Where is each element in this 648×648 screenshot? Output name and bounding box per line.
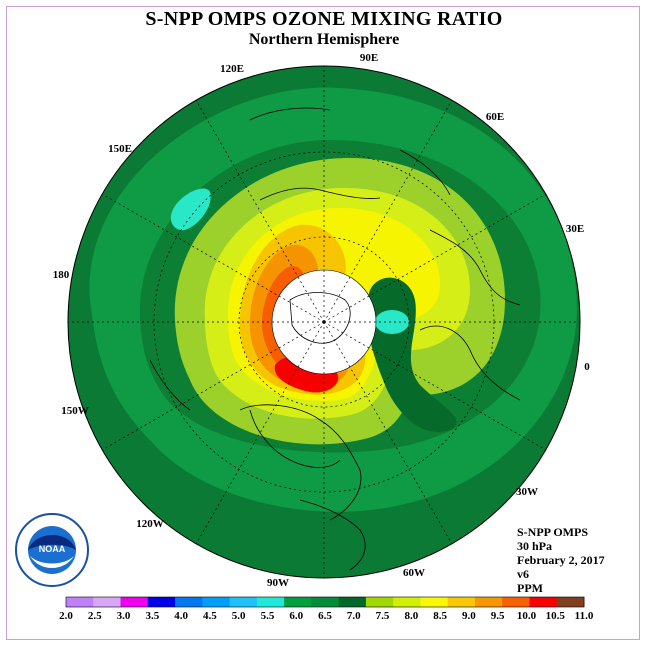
- cyan-patch-east: [375, 310, 409, 334]
- colorbar-tick-label: 10.5: [546, 610, 566, 622]
- lon-label-120w: 120W: [136, 518, 164, 530]
- colorbar-swatch: [66, 597, 94, 607]
- colorbar-tick-label: 6.5: [318, 610, 332, 622]
- colorbar-tick-label: 3.5: [145, 610, 159, 622]
- info-level: 30 hPa: [517, 539, 553, 553]
- colorbar-tick-label: 7.5: [376, 610, 390, 622]
- colorbar-swatch: [556, 597, 585, 607]
- lon-label-150e: 150E: [108, 143, 132, 155]
- colorbar-swatch: [256, 597, 285, 607]
- colorbar: 2.0 2.5 3.0 3.5 4.0 4.5 5.0 5.5 6.0 6.5 7.0 7.5 8.0 8…: [59, 596, 594, 622]
- colorbar-tick-label: 5.5: [261, 610, 275, 622]
- colorbar-tick-label: 7.0: [347, 610, 361, 622]
- colorbar-swatch: [338, 597, 367, 607]
- colorbar-tick-label: 2.5: [88, 610, 102, 622]
- map-subtitle: Northern Hemisphere: [248, 31, 400, 48]
- lon-label-180: 180: [53, 269, 70, 281]
- colorbar-swatch: [120, 597, 149, 607]
- colorbar-tick-label: 3.0: [117, 610, 131, 622]
- colorbar-tick-label: 9.5: [491, 610, 505, 622]
- lon-label-120e: 120E: [220, 63, 244, 75]
- lon-label-0: 0: [584, 361, 590, 373]
- colorbar-border: [65, 596, 585, 608]
- colorbar-tick-label: 10.0: [517, 610, 537, 622]
- colorbar-swatch: [284, 597, 312, 607]
- cyan-patch-west: [170, 188, 211, 231]
- noaa-logo: NOAA: [15, 513, 89, 587]
- colorbar-swatch: [229, 597, 258, 607]
- info-units: PPM: [517, 581, 543, 595]
- lon-label-150w: 150W: [61, 405, 89, 417]
- info-block: S-NPP OMPS 30 hPa February 2, 2017 v6 PP…: [517, 525, 605, 595]
- colorbar-swatch: [311, 597, 340, 607]
- colorbar-tick-label: 4.0: [174, 610, 188, 622]
- colorbar-swatch: [93, 597, 122, 607]
- lon-label-30e: 30E: [566, 223, 584, 235]
- longitude-labels: 90E 60E 30E 0 30W 60W 90W 120W 150W 180 …: [53, 52, 591, 589]
- colorbar-tick-label: 4.5: [203, 610, 217, 622]
- colorbar-swatch: [175, 597, 203, 607]
- map-title: S-NPP OMPS OZONE MIXING RATIO: [145, 8, 503, 30]
- lon-label-60e: 60E: [486, 111, 504, 123]
- colorbar-tick-label: 2.0: [59, 610, 73, 622]
- colorbar-swatch: [420, 597, 449, 607]
- colorbar-swatch: [365, 597, 394, 607]
- colorbar-tick-label: 6.0: [289, 610, 303, 622]
- info-instrument: S-NPP OMPS: [517, 525, 588, 539]
- info-version: v6: [517, 567, 529, 581]
- colorbar-tick-label: 8.0: [404, 610, 418, 622]
- lon-label-90e: 90E: [360, 52, 378, 64]
- colorbar-swatch: [202, 597, 231, 607]
- colorbar-swatch: [529, 597, 558, 607]
- noaa-logo-text: NOAA: [39, 544, 66, 554]
- parallels: [153, 151, 495, 493]
- info-date: February 2, 2017: [517, 553, 605, 567]
- colorbar-tick-label: 9.0: [462, 610, 476, 622]
- lon-label-90w: 90W: [267, 577, 289, 589]
- colorbar-swatch: [502, 597, 530, 607]
- colorbar-tick-label: 5.0: [232, 610, 246, 622]
- colorbar-tick-label: 11.0: [575, 610, 594, 622]
- lon-label-30w: 30W: [516, 486, 538, 498]
- colorbar-swatch: [447, 597, 476, 607]
- colorbar-swatch: [147, 597, 176, 607]
- figure-frame: [6, 6, 640, 640]
- coastlines: [149, 107, 521, 571]
- lon-label-60w: 60W: [403, 567, 425, 579]
- colorbar-tick-label: 8.5: [433, 610, 447, 622]
- colorbar-swatch: [393, 597, 421, 607]
- colorbar-swatch: [474, 597, 503, 607]
